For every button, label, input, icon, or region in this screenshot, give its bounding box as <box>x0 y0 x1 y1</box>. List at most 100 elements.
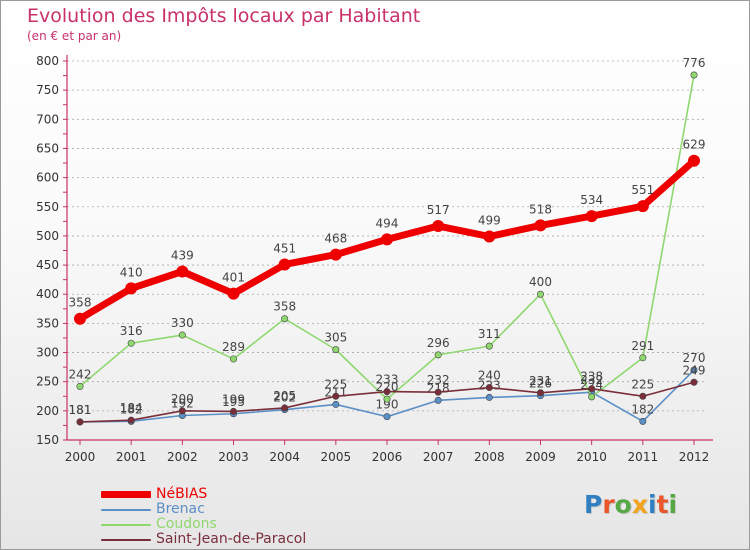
data-label-coudons: 220 <box>376 380 399 394</box>
data-label-nebias: 439 <box>171 248 194 262</box>
data-point-nebias <box>636 200 649 213</box>
chart-title: Evolution des Impôts locaux par Habitant <box>27 5 421 27</box>
data-point-saint-jean-de-paracol <box>230 407 238 415</box>
data-point-saint-jean-de-paracol <box>639 392 647 400</box>
data-label-coudons: 776 <box>683 56 706 70</box>
data-label-saint-jean-de-paracol: 240 <box>478 369 501 383</box>
x-tick-label: 2005 <box>321 450 352 464</box>
data-label-nebias: 518 <box>529 202 552 216</box>
data-point-coudons <box>536 290 544 298</box>
data-label-saint-jean-de-paracol: 181 <box>69 403 92 417</box>
x-tick-label: 2001 <box>116 450 147 464</box>
data-label-brenac: 192 <box>171 397 194 411</box>
y-tick-label: 700 <box>36 112 59 126</box>
data-label-saint-jean-de-paracol: 238 <box>580 370 603 384</box>
data-label-saint-jean-de-paracol: 233 <box>376 373 399 387</box>
y-tick-label: 150 <box>36 433 59 447</box>
logo-letter: i <box>668 490 678 519</box>
y-tick-label: 250 <box>36 375 59 389</box>
data-label-saint-jean-de-paracol: 184 <box>120 401 143 415</box>
data-label-brenac: 182 <box>120 402 143 416</box>
data-label-nebias: 629 <box>683 138 706 152</box>
data-point-saint-jean-de-paracol <box>588 385 596 393</box>
legend-label-brenac: Brenac <box>156 501 205 517</box>
data-point-nebias <box>381 233 393 246</box>
data-label-saint-jean-de-paracol: 232 <box>427 373 450 387</box>
legend-swatch-nebias <box>101 491 151 498</box>
data-label-nebias: 499 <box>478 214 501 228</box>
legend-swatch-coudons <box>101 524 151 526</box>
data-label-nebias: 468 <box>324 232 347 246</box>
data-point-saint-jean-de-paracol <box>434 388 442 396</box>
y-tick-label: 450 <box>36 258 59 272</box>
logo-letter: i <box>648 490 657 519</box>
data-label-brenac: 226 <box>529 377 552 391</box>
data-label-brenac: 270 <box>683 351 706 365</box>
x-tick-label: 2007 <box>423 450 454 464</box>
legend-label-nebias: NéBIAS <box>156 486 208 502</box>
data-label-nebias: 410 <box>120 265 143 279</box>
y-tick-label: 300 <box>36 346 59 360</box>
data-label-coudons: 330 <box>171 316 194 330</box>
data-point-coudons <box>434 351 442 359</box>
data-label-coudons: 358 <box>273 300 296 314</box>
data-point-nebias <box>534 219 547 232</box>
logo-letter: o <box>614 490 632 519</box>
data-point-saint-jean-de-paracol <box>536 389 544 397</box>
data-point-coudons <box>383 395 391 403</box>
data-label-brenac: 182 <box>631 402 654 416</box>
data-point-coudons <box>332 346 340 354</box>
proxiti-logo: Proxiti <box>584 490 677 519</box>
logo-letter: x <box>631 490 648 519</box>
data-point-nebias <box>483 230 496 243</box>
data-point-coudons <box>76 382 84 390</box>
x-tick-label: 2003 <box>218 450 249 464</box>
data-label-saint-jean-de-paracol: 205 <box>273 389 296 403</box>
data-label-saint-jean-de-paracol: 199 <box>222 392 245 406</box>
data-point-nebias <box>278 258 291 271</box>
data-point-coudons <box>281 315 289 323</box>
x-tick-label: 2000 <box>65 450 96 464</box>
legend-swatch-brenac <box>101 509 151 511</box>
data-point-saint-jean-de-paracol <box>332 392 340 400</box>
logo-letter: r <box>602 490 615 519</box>
data-point-saint-jean-de-paracol <box>485 384 493 392</box>
data-label-brenac: 190 <box>376 398 399 412</box>
data-point-coudons <box>639 354 647 362</box>
data-label-nebias: 551 <box>631 183 654 197</box>
data-point-coudons <box>690 71 698 79</box>
y-tick-label: 500 <box>36 229 59 243</box>
y-tick-label: 750 <box>36 83 59 97</box>
data-label-nebias: 534 <box>580 193 603 207</box>
data-point-nebias <box>329 248 342 261</box>
data-label-brenac: 181 <box>69 403 92 417</box>
logo-letter: P <box>584 490 603 519</box>
data-point-coudons <box>588 393 596 401</box>
data-label-coudons: 311 <box>478 327 501 341</box>
legend-label-saint-jean-de-paracol: Saint-Jean-de-Paracol <box>156 531 307 547</box>
data-point-brenac <box>383 413 391 421</box>
x-tick-label: 2002 <box>167 450 198 464</box>
data-point-nebias <box>585 210 598 223</box>
data-point-saint-jean-de-paracol <box>127 416 135 424</box>
x-tick-label: 2009 <box>525 450 556 464</box>
data-point-nebias <box>688 154 700 167</box>
data-point-brenac <box>690 366 698 374</box>
data-label-coudons: 291 <box>631 339 654 353</box>
x-tick-label: 2008 <box>474 450 505 464</box>
y-tick-label: 400 <box>36 287 59 301</box>
x-tick-label: 2010 <box>576 450 607 464</box>
data-label-nebias: 494 <box>376 216 399 230</box>
data-label-coudons: 289 <box>222 340 245 354</box>
data-label-saint-jean-de-paracol: 249 <box>683 363 706 377</box>
data-point-saint-jean-de-paracol <box>281 404 289 412</box>
data-point-nebias <box>432 220 445 233</box>
data-point-saint-jean-de-paracol <box>178 407 186 415</box>
data-point-saint-jean-de-paracol <box>383 388 391 396</box>
y-tick-label: 350 <box>36 316 59 330</box>
data-point-coudons <box>485 342 493 350</box>
data-label-coudons: 296 <box>427 336 450 350</box>
x-tick-label: 2006 <box>372 450 403 464</box>
